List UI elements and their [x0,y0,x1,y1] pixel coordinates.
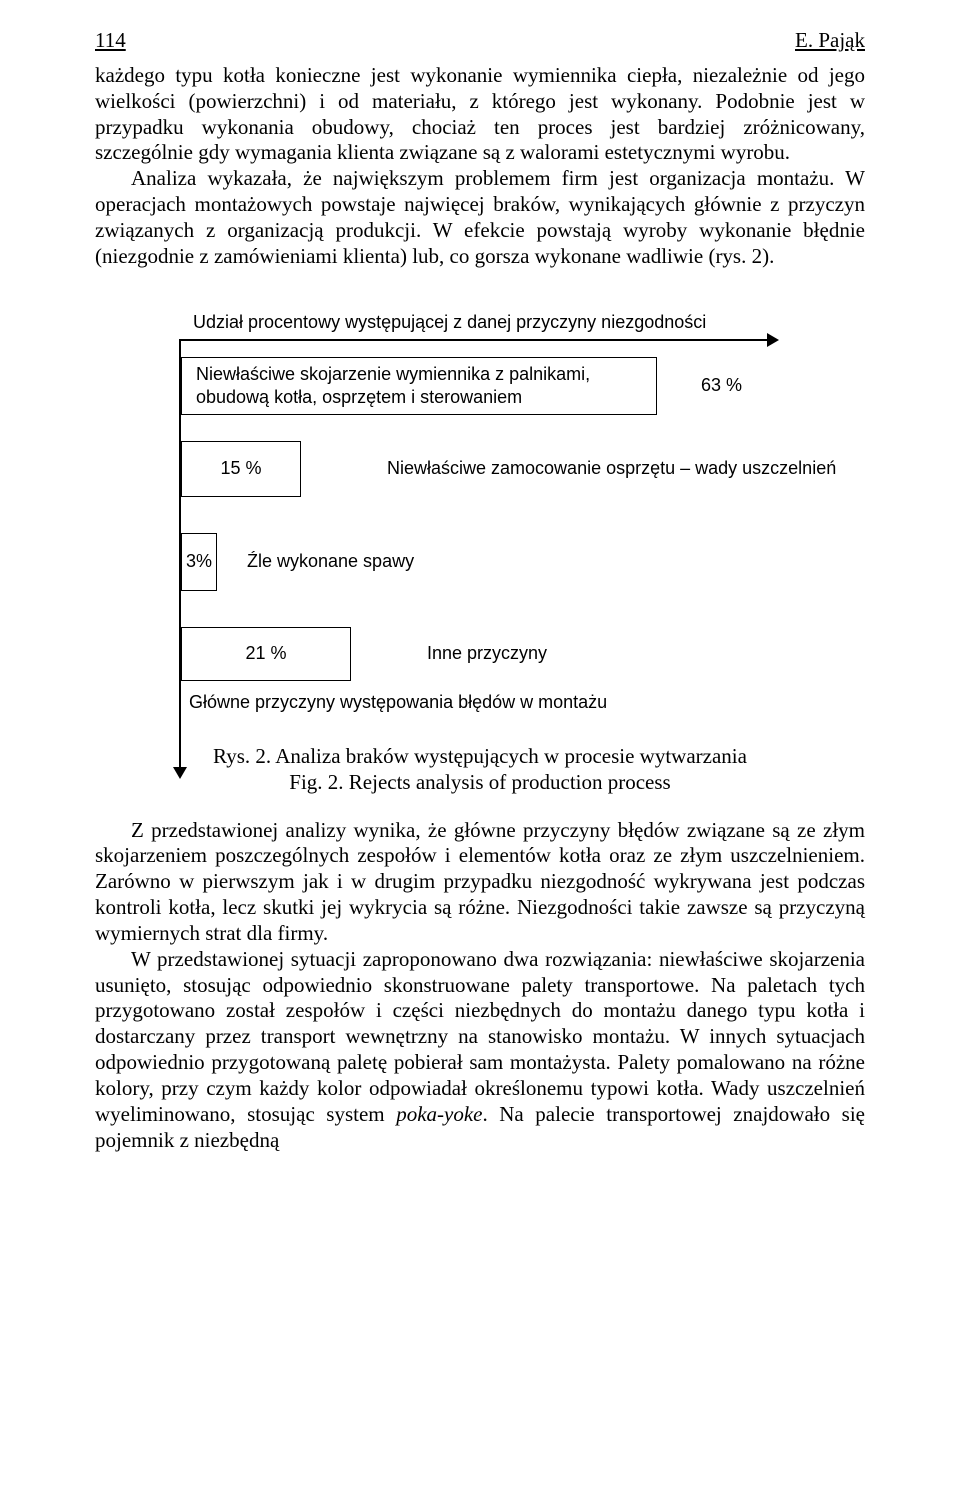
axis-frame: Niewłaściwe skojarzenie wymiennika z pal… [139,339,865,714]
y-axis-line [179,339,181,769]
paragraph-1: każdego typu kotła konieczne jest wykona… [95,63,865,166]
paragraph-2: Analiza wykazała, że największym problem… [95,166,865,269]
bar-row-3: 3% Źle wykonane spawy [181,533,865,591]
bar-label-1: Niewłaściwe skojarzenie wymiennika z pal… [196,363,642,408]
bar-percent-1: 63 % [701,375,742,396]
bar-box-1: Niewłaściwe skojarzenie wymiennika z pal… [181,357,657,415]
bar-row-2: 15 % Niewłaściwe zamocowanie osprzętu – … [181,441,865,497]
y-axis-label: Główne przyczyny występowania błędów w m… [189,691,865,714]
bar-percent-3: 3% [186,551,212,572]
x-axis-label: Udział procentowy występującej z danej p… [193,312,865,333]
caption-line-1: Rys. 2. Analiza braków występujących w p… [95,743,865,769]
caption-line-2: Fig. 2. Rejects analysis of production p… [95,769,865,795]
bar-label-2: Niewłaściwe zamocowanie osprzętu – wady … [387,457,836,480]
page-number: 114 [95,28,126,53]
rejects-diagram: Udział procentowy występującej z danej p… [139,312,865,714]
x-axis-line [179,339,769,341]
bar-box-3: 3% [181,533,217,591]
page-header: 114 E. Pająk [95,28,865,53]
bar-label-4: Inne przyczyny [427,643,547,664]
paragraph-4-italic: poka-yoke [396,1102,482,1126]
bar-row-1: Niewłaściwe skojarzenie wymiennika z pal… [181,357,865,415]
bar-percent-4: 21 % [245,643,286,664]
paragraph-3: Z przedstawionej analizy wynika, że głów… [95,818,865,947]
author-name: E. Pająk [795,28,865,53]
figure-caption: Rys. 2. Analiza braków występujących w p… [95,743,865,796]
bar-box-2: 15 % [181,441,301,497]
bar-box-4: 21 % [181,627,351,681]
paragraph-4-a: W przedstawionej sytuacji zaproponowano … [95,947,865,1126]
paragraph-4: W przedstawionej sytuacji zaproponowano … [95,947,865,1154]
bar-row-4: 21 % Inne przyczyny [181,627,865,681]
bar-percent-2: 15 % [220,458,261,479]
bar-label-3: Źle wykonane spawy [247,551,414,572]
